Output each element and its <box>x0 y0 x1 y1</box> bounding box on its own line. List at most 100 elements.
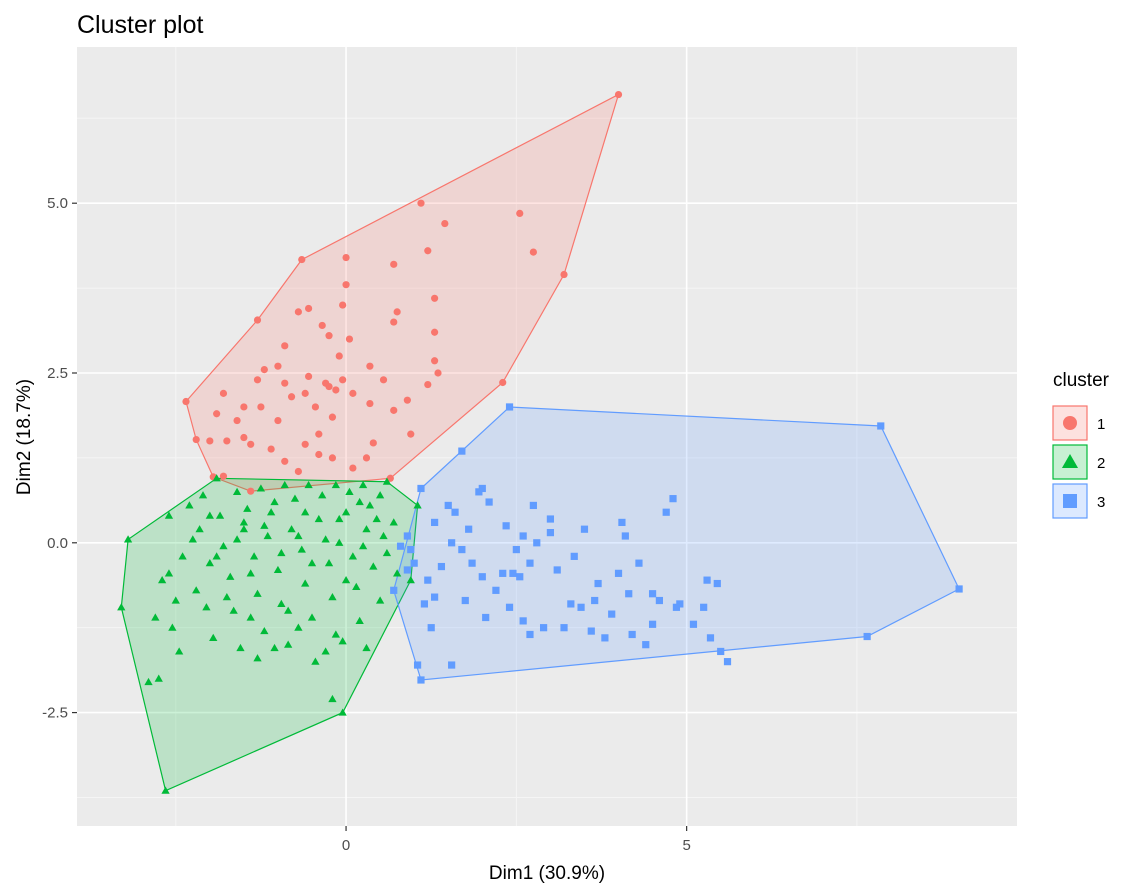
cluster-3-point-66 <box>723 658 732 666</box>
data-points <box>117 90 963 794</box>
cluster-3-point-17 <box>553 566 561 574</box>
cluster-3-point-35 <box>560 624 568 632</box>
cluster-1-point-61 <box>318 321 326 330</box>
cluster-3-point-67 <box>648 620 657 628</box>
cluster-2-point-22 <box>226 572 235 580</box>
cluster-1-point-49 <box>287 393 296 401</box>
cluster-3-point-44 <box>437 562 446 571</box>
cluster-2-point-96 <box>375 491 385 499</box>
cluster-2-point-16 <box>188 535 197 543</box>
cluster-3-point-59 <box>591 596 599 605</box>
cluster-2-point-61 <box>198 491 208 499</box>
cluster-2-point-34 <box>284 640 293 648</box>
cluster-3-point-1 <box>417 676 425 684</box>
cluster-2-point-85 <box>341 576 351 584</box>
legend-label-2: 2 <box>1097 455 1105 472</box>
cluster-3-point-30 <box>700 603 708 611</box>
cluster-1-point-25 <box>366 362 374 370</box>
cluster-2-point-68 <box>358 480 368 489</box>
cluster-2-point-50 <box>352 582 361 591</box>
cluster-2-point-6 <box>144 677 153 686</box>
cluster-2-point-71 <box>270 643 279 652</box>
y-tick-label-3: 5.0 <box>47 195 68 212</box>
cluster-3-point-49 <box>407 545 415 554</box>
legend-title: cluster <box>1053 370 1110 391</box>
cluster-1-point-37 <box>294 467 302 476</box>
cluster-1-point-36 <box>281 457 289 465</box>
cluster-3-point-52 <box>465 525 473 533</box>
cluster-1-point-47 <box>274 362 282 370</box>
cluster-2-point-18 <box>202 603 211 611</box>
cluster-3-point-62 <box>655 596 663 605</box>
cluster-2-point-90 <box>164 511 174 519</box>
cluster-1-point-33 <box>328 454 337 462</box>
cluster-2-point-26 <box>243 504 252 512</box>
cluster-1-point-43 <box>223 437 231 445</box>
cluster-3-point-27 <box>689 620 698 628</box>
cluster-1-point-38 <box>267 445 275 453</box>
cluster-2-point-36 <box>290 494 300 502</box>
cluster-1-point-52 <box>311 403 320 411</box>
cluster-1-point-20 <box>431 328 439 336</box>
cluster-2-point-8 <box>382 477 392 485</box>
cluster-2-point-81 <box>277 548 286 557</box>
cluster-1-point-70 <box>213 410 221 418</box>
y-axis-title: Dim2 (18.7%) <box>14 379 35 495</box>
cluster-1-point-39 <box>247 440 255 448</box>
cluster-2-point-27 <box>249 552 259 560</box>
cluster-2-point-73 <box>321 647 330 655</box>
cluster-2-point-15 <box>178 552 187 560</box>
cluster-3-point-7 <box>413 661 422 669</box>
cluster-2-point-7 <box>212 474 221 482</box>
cluster-1-point-6 <box>499 378 507 387</box>
cluster-3-point-15 <box>529 501 537 510</box>
cluster-2-point-98 <box>239 525 249 533</box>
cluster-2-point-35 <box>287 525 296 533</box>
cluster-3-point-23 <box>635 559 643 567</box>
cluster-3-point-18 <box>567 600 575 608</box>
cluster-1-point-0 <box>182 397 190 406</box>
cluster-2-point-23 <box>229 606 238 614</box>
cluster-1-point-26 <box>345 335 354 343</box>
cluster-2-point-62 <box>215 511 225 519</box>
cluster-1-point-31 <box>362 454 371 462</box>
cluster-3-point-61 <box>625 590 633 598</box>
legend-label-3: 3 <box>1097 494 1105 511</box>
cluster-2-point-49 <box>348 552 358 560</box>
cluster-2-point-45 <box>331 630 340 638</box>
cluster-3-point-36 <box>539 624 548 632</box>
cluster-2-point-78 <box>232 535 242 543</box>
cluster-2-point-11 <box>158 576 167 584</box>
cluster-1-point-10 <box>253 316 262 324</box>
cluster-3-point-48 <box>403 532 411 540</box>
cluster-2-point-9 <box>413 501 422 509</box>
cluster-2-point-82 <box>294 531 303 540</box>
cluster-1-point-16 <box>342 253 350 262</box>
cluster-3-point-29 <box>713 579 721 588</box>
cluster-2-point-94 <box>335 514 344 523</box>
legend-key-1-marker <box>1063 416 1077 430</box>
cluster-2-point-21 <box>219 542 228 550</box>
cluster-2-point-17 <box>192 586 201 594</box>
cluster-3-point-14 <box>519 532 527 540</box>
legend: cluster 1 2 3 <box>1052 370 1110 519</box>
cluster-1-point-62 <box>335 352 343 360</box>
cluster-2-point-77 <box>212 552 221 560</box>
cluster-2-point-69 <box>222 592 231 601</box>
cluster-2-point-59 <box>393 569 402 577</box>
cluster-2-point-41 <box>314 514 323 523</box>
cluster-3-point-12 <box>502 522 510 530</box>
cluster-1-point-73 <box>322 379 330 387</box>
cluster-1-point-19 <box>390 318 398 326</box>
cluster-3-point-46 <box>424 576 432 584</box>
cluster-2-point-99 <box>205 511 214 519</box>
cluster-2-point-53 <box>365 501 375 509</box>
cluster-3-point-6 <box>417 484 425 493</box>
cluster-1-point-22 <box>434 369 442 377</box>
cluster-3-point-71 <box>427 624 435 632</box>
cluster-3-point-72 <box>420 600 428 608</box>
cluster-2-point-31 <box>266 508 276 516</box>
cluster-2-point-48 <box>345 487 354 495</box>
x-tick-label-1: 5 <box>682 837 690 854</box>
cluster-3-point-78 <box>669 495 677 503</box>
